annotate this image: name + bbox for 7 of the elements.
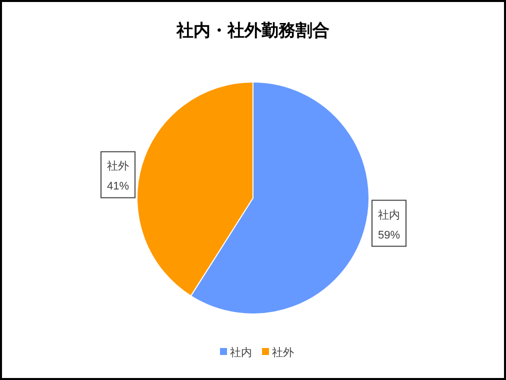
data-label: 41% (106, 180, 130, 193)
legend-label: 社内 (230, 346, 252, 359)
chart-title: 社内・社外勤務割合 (176, 21, 330, 40)
legend-label: 社外 (272, 346, 294, 359)
data-label: 59% (378, 229, 400, 242)
slice-label: 社外 (107, 160, 129, 173)
slice-label: 社内 (378, 208, 400, 222)
